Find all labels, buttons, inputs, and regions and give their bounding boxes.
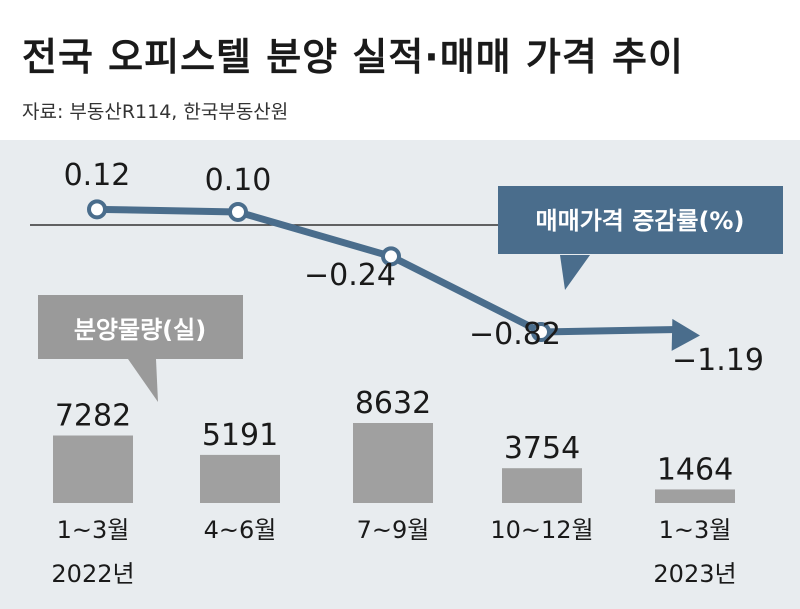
x-tick-label: 4~6월 xyxy=(204,516,277,544)
bar-legend-tail xyxy=(128,359,158,402)
bar xyxy=(655,489,735,503)
bar xyxy=(200,454,280,503)
labels-layer: 7282 1~3월 2022년 5191 4~6월 8632 7~9월 3754 10~12월 1… xyxy=(51,158,764,588)
line-layer xyxy=(87,199,700,351)
line-value-label: 0.10 xyxy=(205,163,272,198)
line-value-label: −0.82 xyxy=(469,317,561,352)
x-tick-label: 1~3월 xyxy=(57,516,130,544)
series-point xyxy=(531,322,551,342)
bar-value-label: 7282 xyxy=(55,399,131,434)
line-legend-label: 매매가격 증감률(%) xyxy=(536,207,745,235)
bar-value-label: 5191 xyxy=(202,418,278,453)
line-value-label: −1.19 xyxy=(672,343,764,378)
x-tick-label: 7~9월 xyxy=(357,516,430,544)
bar-legend-box xyxy=(38,295,243,359)
bar xyxy=(53,435,133,503)
bar-legend-callout: 분양물량(실) xyxy=(38,295,243,402)
series-point xyxy=(87,199,107,220)
bar-legend-label: 분양물량(실) xyxy=(74,316,206,344)
bar-value-label: 3754 xyxy=(504,431,580,466)
x-tick-label: 10~12월 xyxy=(490,516,593,544)
chart-title: 전국 오피스텔 분양 실적·매매 가격 추이 xyxy=(22,35,684,79)
line-legend-box xyxy=(498,186,783,254)
bar xyxy=(353,423,433,503)
line-legend-tail xyxy=(560,255,590,290)
bars-layer xyxy=(53,423,735,503)
bar-value-label: 1464 xyxy=(657,452,733,487)
x-tick-label: 1~3월 xyxy=(659,516,732,544)
line-legend-callout: 매매가격 증감률(%) xyxy=(498,186,783,290)
chart-source: 자료: 부동산R114, 한국부동산원 xyxy=(22,101,288,123)
series-point xyxy=(228,201,248,222)
x-year-label: 2023년 xyxy=(653,560,736,588)
line-value-label: −0.24 xyxy=(304,258,396,293)
x-year-label: 2022년 xyxy=(51,560,134,588)
line-value-label: 0.12 xyxy=(64,158,131,193)
series-point xyxy=(381,246,401,267)
series-line-arrowhead xyxy=(671,318,700,351)
bar xyxy=(502,468,582,503)
bar-value-label: 8632 xyxy=(355,386,431,421)
